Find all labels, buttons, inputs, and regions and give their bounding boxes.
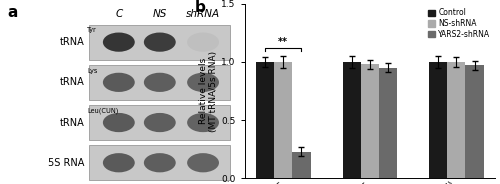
Ellipse shape xyxy=(144,73,176,92)
Ellipse shape xyxy=(144,153,176,172)
Text: 5S RNA: 5S RNA xyxy=(48,158,84,168)
Text: C: C xyxy=(115,9,122,19)
Text: NS: NS xyxy=(152,9,167,19)
Ellipse shape xyxy=(187,73,219,92)
Text: b: b xyxy=(194,0,205,15)
Text: a: a xyxy=(8,5,18,20)
Ellipse shape xyxy=(187,153,219,172)
Bar xyxy=(292,152,310,178)
Bar xyxy=(89,145,231,180)
Text: tRNA: tRNA xyxy=(60,118,84,128)
Bar xyxy=(89,105,231,140)
Bar xyxy=(379,68,397,178)
Ellipse shape xyxy=(187,113,219,132)
Bar xyxy=(342,62,360,178)
Ellipse shape xyxy=(187,33,219,52)
Ellipse shape xyxy=(103,33,135,52)
Text: **: ** xyxy=(278,37,288,47)
Ellipse shape xyxy=(103,73,135,92)
Legend: Control, NS-shRNA, YARS2-shRNA: Control, NS-shRNA, YARS2-shRNA xyxy=(428,8,491,40)
Ellipse shape xyxy=(103,153,135,172)
Text: Lys: Lys xyxy=(87,68,98,74)
Text: Tyr: Tyr xyxy=(87,27,97,33)
Bar xyxy=(360,64,379,178)
Bar xyxy=(274,62,292,178)
Ellipse shape xyxy=(103,113,135,132)
Text: shRNA: shRNA xyxy=(186,9,220,19)
Bar xyxy=(429,62,448,178)
Bar xyxy=(89,25,231,60)
Ellipse shape xyxy=(144,33,176,52)
Bar xyxy=(448,62,466,178)
Bar xyxy=(466,66,483,178)
Text: tRNA: tRNA xyxy=(60,37,84,47)
Ellipse shape xyxy=(144,113,176,132)
Text: tRNA: tRNA xyxy=(60,77,84,87)
Text: Leu(CUN): Leu(CUN) xyxy=(87,107,118,114)
Bar xyxy=(256,62,274,178)
Bar xyxy=(89,65,231,100)
Y-axis label: Relative levels
(MT tRNA/5s RNA): Relative levels (MT tRNA/5s RNA) xyxy=(199,51,218,132)
